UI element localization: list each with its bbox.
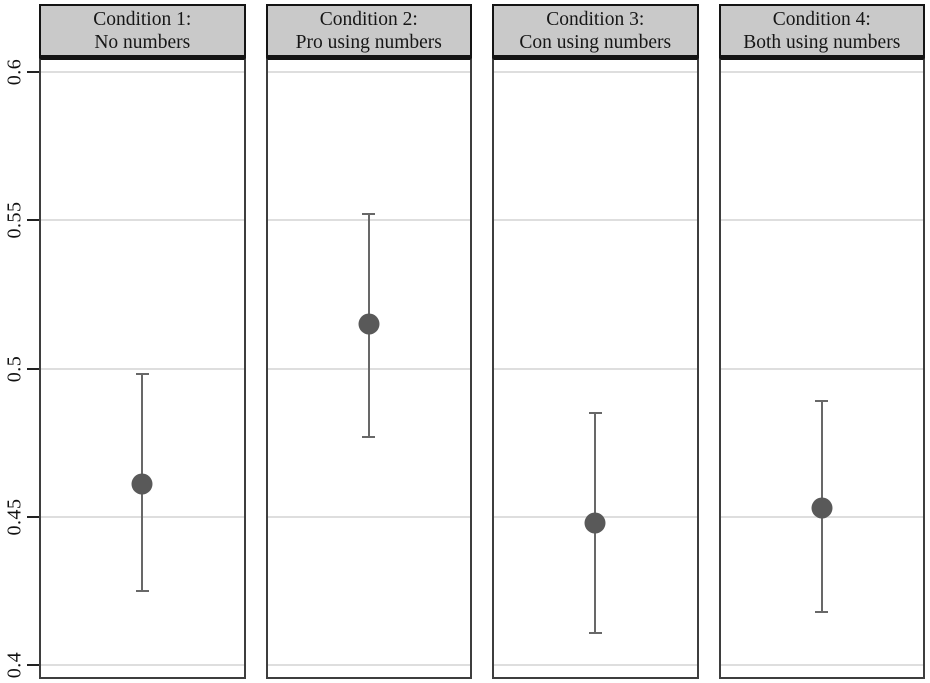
y-tick-label: 0.4 — [3, 651, 26, 679]
panel-condition-1: Condition 1: No numbers — [39, 4, 246, 679]
panels-row: Condition 1: No numbers Condition 2: Pro… — [39, 4, 925, 679]
panel-condition-4: Condition 4: Both using numbers — [718, 4, 925, 679]
y-tick-label: 0.6 — [3, 58, 26, 86]
panel-title-line2: Con using numbers — [519, 31, 672, 53]
gridline — [494, 219, 697, 222]
error-bar-cap — [135, 589, 149, 592]
point-estimate-marker — [811, 497, 833, 519]
y-tick-mark — [27, 219, 39, 222]
panel-header-condition-3: Condition 3: Con using numbers — [492, 4, 699, 58]
gridline — [267, 515, 470, 518]
gridline — [494, 70, 697, 73]
error-bar-cap — [588, 631, 602, 634]
panel-header-condition-1: Condition 1: No numbers — [39, 4, 246, 58]
error-bar-cap — [815, 610, 829, 613]
error-bar-cap — [135, 373, 149, 376]
gridline — [41, 664, 244, 667]
panel-plot-condition-2 — [265, 58, 472, 679]
y-tick-mark — [27, 70, 39, 73]
error-bar-cap — [362, 435, 376, 438]
y-axis: 0.4 0.45 0.5 0.55 0.6 — [0, 0, 39, 683]
error-bar-cap — [815, 400, 829, 403]
gridline — [41, 70, 244, 73]
panel-condition-3: Condition 3: Con using numbers — [492, 4, 699, 679]
panel-title-line1: Condition 2: — [319, 8, 418, 30]
y-tick-label: 0.55 — [3, 201, 26, 239]
gridline — [267, 664, 470, 667]
panel-header-condition-4: Condition 4: Both using numbers — [718, 4, 925, 58]
panel-title-line1: Condition 1: — [93, 8, 192, 30]
y-tick-label: 0.45 — [3, 498, 26, 536]
panel-plot-condition-1 — [39, 58, 246, 679]
gridline — [720, 70, 923, 73]
panel-header-condition-2: Condition 2: Pro using numbers — [265, 4, 472, 58]
gridline — [41, 219, 244, 222]
panel-title-line2: Both using numbers — [743, 31, 901, 53]
panel-title-line1: Condition 3: — [546, 8, 645, 30]
gridline — [720, 219, 923, 222]
gridline — [267, 70, 470, 73]
y-tick-mark — [27, 367, 39, 370]
y-tick-mark — [27, 515, 39, 518]
gridline — [494, 367, 697, 370]
gridline — [494, 664, 697, 667]
panel-title-line2: Pro using numbers — [295, 31, 442, 53]
error-bar-cap — [588, 411, 602, 414]
point-estimate-marker — [131, 473, 153, 495]
y-tick-label: 0.5 — [3, 355, 26, 382]
panel-title-line1: Condition 4: — [772, 8, 871, 30]
point-estimate-marker — [358, 313, 380, 335]
panel-plot-condition-4 — [718, 58, 925, 679]
gridline — [720, 664, 923, 667]
gridline — [41, 367, 244, 370]
gridline — [720, 367, 923, 370]
panel-plot-condition-3 — [492, 58, 699, 679]
panel-condition-2: Condition 2: Pro using numbers — [265, 4, 472, 679]
y-tick-mark — [27, 664, 39, 667]
error-bar-cap — [362, 213, 376, 216]
point-estimate-marker — [584, 512, 606, 534]
panel-title-line2: No numbers — [94, 31, 191, 53]
